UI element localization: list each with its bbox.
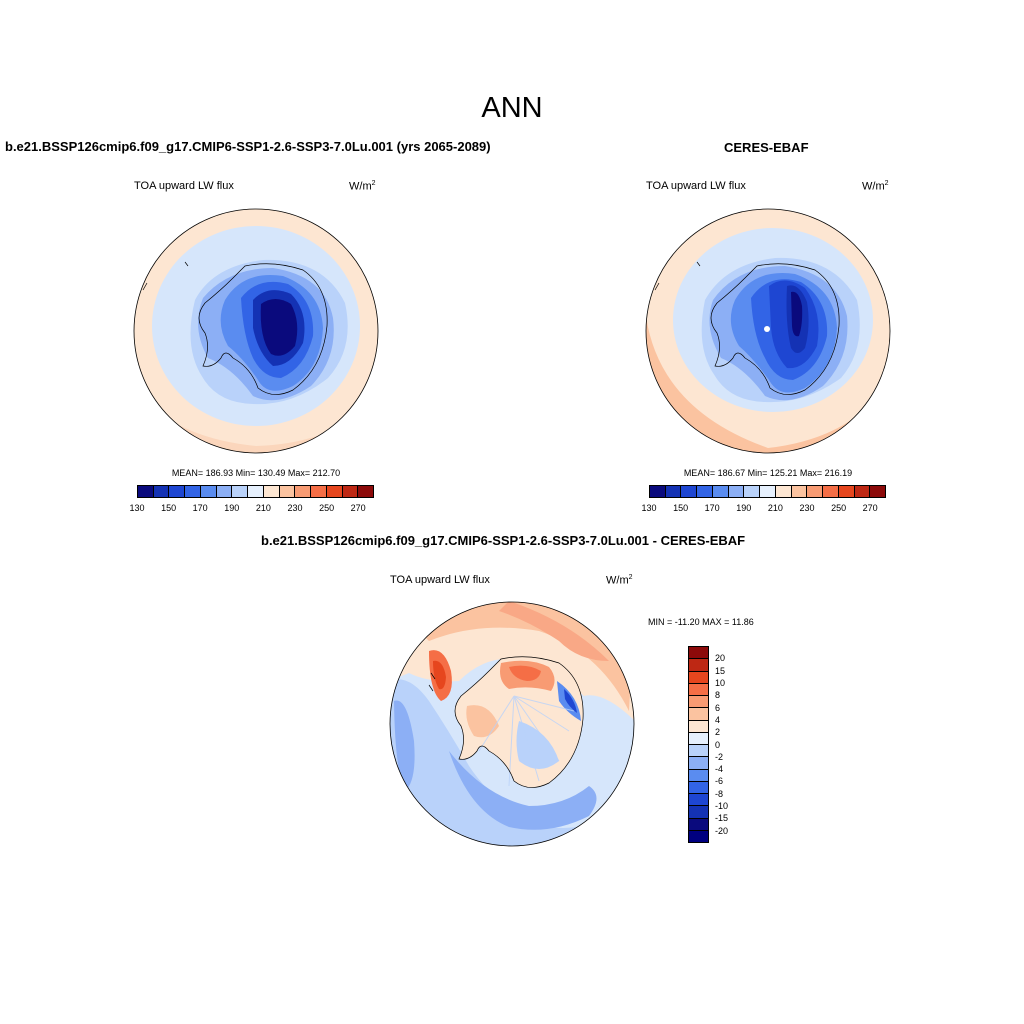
polar-map-model — [133, 208, 379, 454]
colorbar-tick-label: 250 — [319, 503, 335, 513]
colorbar-tick-label: 4 — [715, 714, 721, 725]
colorbar-cell — [689, 671, 708, 684]
colorbar-cell — [689, 647, 708, 660]
colorbar-tick-label: 190 — [736, 503, 752, 513]
colorbar-cell — [689, 806, 708, 819]
colorbar-cell — [870, 486, 886, 497]
colorbar-tick-label: 270 — [862, 503, 878, 513]
colorbar-tick-label: -2 — [715, 751, 724, 762]
colorbar-cell — [232, 486, 249, 497]
colorbar-tick-label: 130 — [641, 503, 657, 513]
colorbar-tick-label: 250 — [831, 503, 847, 513]
colorbar-tick-label: 2 — [715, 727, 721, 738]
colorbar-tick-label: 10 — [715, 677, 726, 688]
colorbar-cell — [326, 486, 343, 497]
colorbar-cell — [760, 486, 776, 497]
panel-title-model: b.e21.BSSP126cmip6.f09_g17.CMIP6-SSP1-2.… — [5, 139, 491, 154]
variable-label-obs: TOA upward LW flux — [646, 180, 746, 192]
colorbar-cell — [689, 659, 708, 672]
colorbar-tick-label: 15 — [715, 665, 726, 676]
polar-map-obs — [645, 208, 891, 454]
polar-map-diff — [389, 601, 635, 847]
colorbar-tick-label: 190 — [224, 503, 240, 513]
colorbar-cell — [665, 486, 682, 497]
colorbar-diff — [688, 646, 709, 843]
colorbar-tick-label: -10 — [715, 801, 729, 812]
colorbar-ticks-model: 130 150 170 190 210 230 250 270 — [129, 503, 374, 515]
colorbar-ticks-diff: 20 15 10 8 6 4 2 0 -2 -4 -6 -8 -10 -15 -20 — [715, 646, 745, 843]
colorbar-cell — [689, 696, 708, 709]
colorbar-tick-label: 170 — [192, 503, 208, 513]
colorbar-cell — [681, 486, 698, 497]
colorbar-cell — [728, 486, 745, 497]
unit-label-diff: W/m2 — [606, 574, 633, 587]
colorbar-cell — [263, 486, 280, 497]
unit-label-obs: W/m2 — [862, 180, 889, 193]
colorbar-cell — [185, 486, 201, 497]
colorbar-cell — [689, 683, 708, 696]
colorbar-ticks-obs: 130 150 170 190 210 230 250 270 — [641, 503, 886, 515]
colorbar-cell — [689, 818, 708, 831]
colorbar-cell — [248, 486, 264, 497]
colorbar-cell — [689, 720, 708, 733]
colorbar-cell — [689, 794, 708, 807]
main-title: ANN — [481, 92, 543, 124]
unit-label-model: W/m2 — [349, 180, 376, 193]
colorbar-tick-label: 210 — [255, 503, 271, 513]
colorbar-cell — [791, 486, 808, 497]
colorbar-cell — [689, 769, 708, 782]
stats-obs: MEAN= 186.67 Min= 125.21 Max= 216.19 — [683, 468, 853, 478]
colorbar-cell — [216, 486, 233, 497]
colorbar-tick-label: 210 — [767, 503, 783, 513]
colorbar-tick-label: -4 — [715, 764, 724, 775]
colorbar-cell — [200, 486, 217, 497]
colorbar-tick-label: 230 — [287, 503, 303, 513]
colorbar-cell — [689, 757, 708, 770]
colorbar-tick-label: -20 — [715, 825, 729, 836]
colorbar-tick-label: 170 — [704, 503, 720, 513]
colorbar-tick-label: -6 — [715, 776, 724, 787]
stats-model: MEAN= 186.93 Min= 130.49 Max= 212.70 — [171, 468, 341, 478]
colorbar-cell — [712, 486, 729, 497]
colorbar-cell — [138, 486, 154, 497]
colorbar-tick-label: 150 — [673, 503, 689, 513]
colorbar-tick-label: -15 — [715, 813, 729, 824]
colorbar-cell — [689, 830, 708, 842]
colorbar-cell — [342, 486, 359, 497]
colorbar-tick-label: 6 — [715, 702, 721, 713]
colorbar-tick-label: 270 — [350, 503, 366, 513]
colorbar-tick-label: 130 — [129, 503, 145, 513]
variable-label-diff: TOA upward LW flux — [390, 574, 490, 586]
colorbar-cell — [807, 486, 824, 497]
colorbar-tick-label: -8 — [715, 788, 724, 799]
colorbar-cell — [689, 708, 708, 721]
colorbar-cell — [169, 486, 186, 497]
colorbar-cell — [775, 486, 792, 497]
colorbar-cell — [153, 486, 170, 497]
colorbar-tick-label: 150 — [161, 503, 177, 513]
colorbar-tick-label: 20 — [715, 653, 726, 664]
variable-label-model: TOA upward LW flux — [134, 180, 234, 192]
panel-title-diff: b.e21.BSSP126cmip6.f09_g17.CMIP6-SSP1-2.… — [261, 533, 746, 548]
colorbar-cell — [295, 486, 312, 497]
colorbar-cell — [838, 486, 855, 497]
colorbar-tick-label: 230 — [799, 503, 815, 513]
colorbar-cell — [650, 486, 666, 497]
colorbar-cell — [823, 486, 839, 497]
colorbar-cell — [854, 486, 871, 497]
colorbar-cell — [744, 486, 761, 497]
colorbar-obs — [649, 485, 886, 498]
colorbar-cell — [311, 486, 327, 497]
colorbar-cell — [689, 745, 708, 758]
colorbar-tick-label: 0 — [715, 739, 721, 750]
colorbar-cell — [689, 781, 708, 794]
stats-diff: MIN = -11.20 MAX = 11.86 — [648, 617, 754, 627]
colorbar-model — [137, 485, 374, 498]
colorbar-cell — [697, 486, 713, 497]
colorbar-cell — [279, 486, 296, 497]
colorbar-tick-label: 8 — [715, 690, 721, 701]
colorbar-cell — [689, 732, 708, 745]
panel-title-obs: CERES-EBAF — [724, 140, 809, 155]
colorbar-cell — [358, 486, 374, 497]
